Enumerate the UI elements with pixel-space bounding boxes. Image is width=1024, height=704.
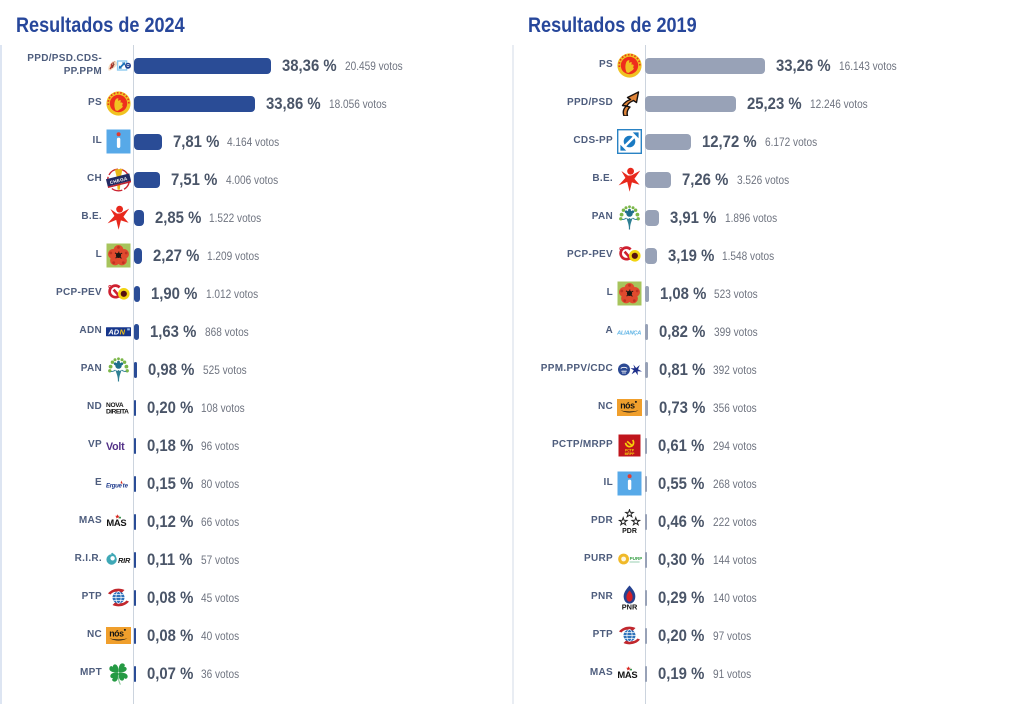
svg-text:PDR: PDR [622,528,637,534]
svg-text:AD: AD [107,327,119,336]
svg-text:MAS: MAS [106,517,126,528]
svg-text:N: N [119,327,125,336]
svg-text:ALIANÇA: ALIANÇA [617,330,641,336]
svg-text:DIREITA: DIREITA [106,409,129,416]
svg-text:CHEGA: CHEGA [109,176,128,185]
svg-text:MRPP: MRPP [625,452,636,456]
svg-text:nós: nós [109,629,124,639]
svg-text:nós: nós [620,401,635,411]
svg-text:MAS: MAS [617,669,637,680]
svg-text:RIR: RIR [118,556,131,565]
svg-text:Ergue: Ergue [106,483,122,489]
svg-text:PNR: PNR [622,603,638,610]
svg-text:PCTP: PCTP [625,448,635,452]
svg-text:NOVA: NOVA [106,402,124,409]
svg-text:Volt: Volt [106,441,125,453]
svg-text:PURP: PURP [630,556,642,561]
svg-text:te: te [122,483,128,489]
